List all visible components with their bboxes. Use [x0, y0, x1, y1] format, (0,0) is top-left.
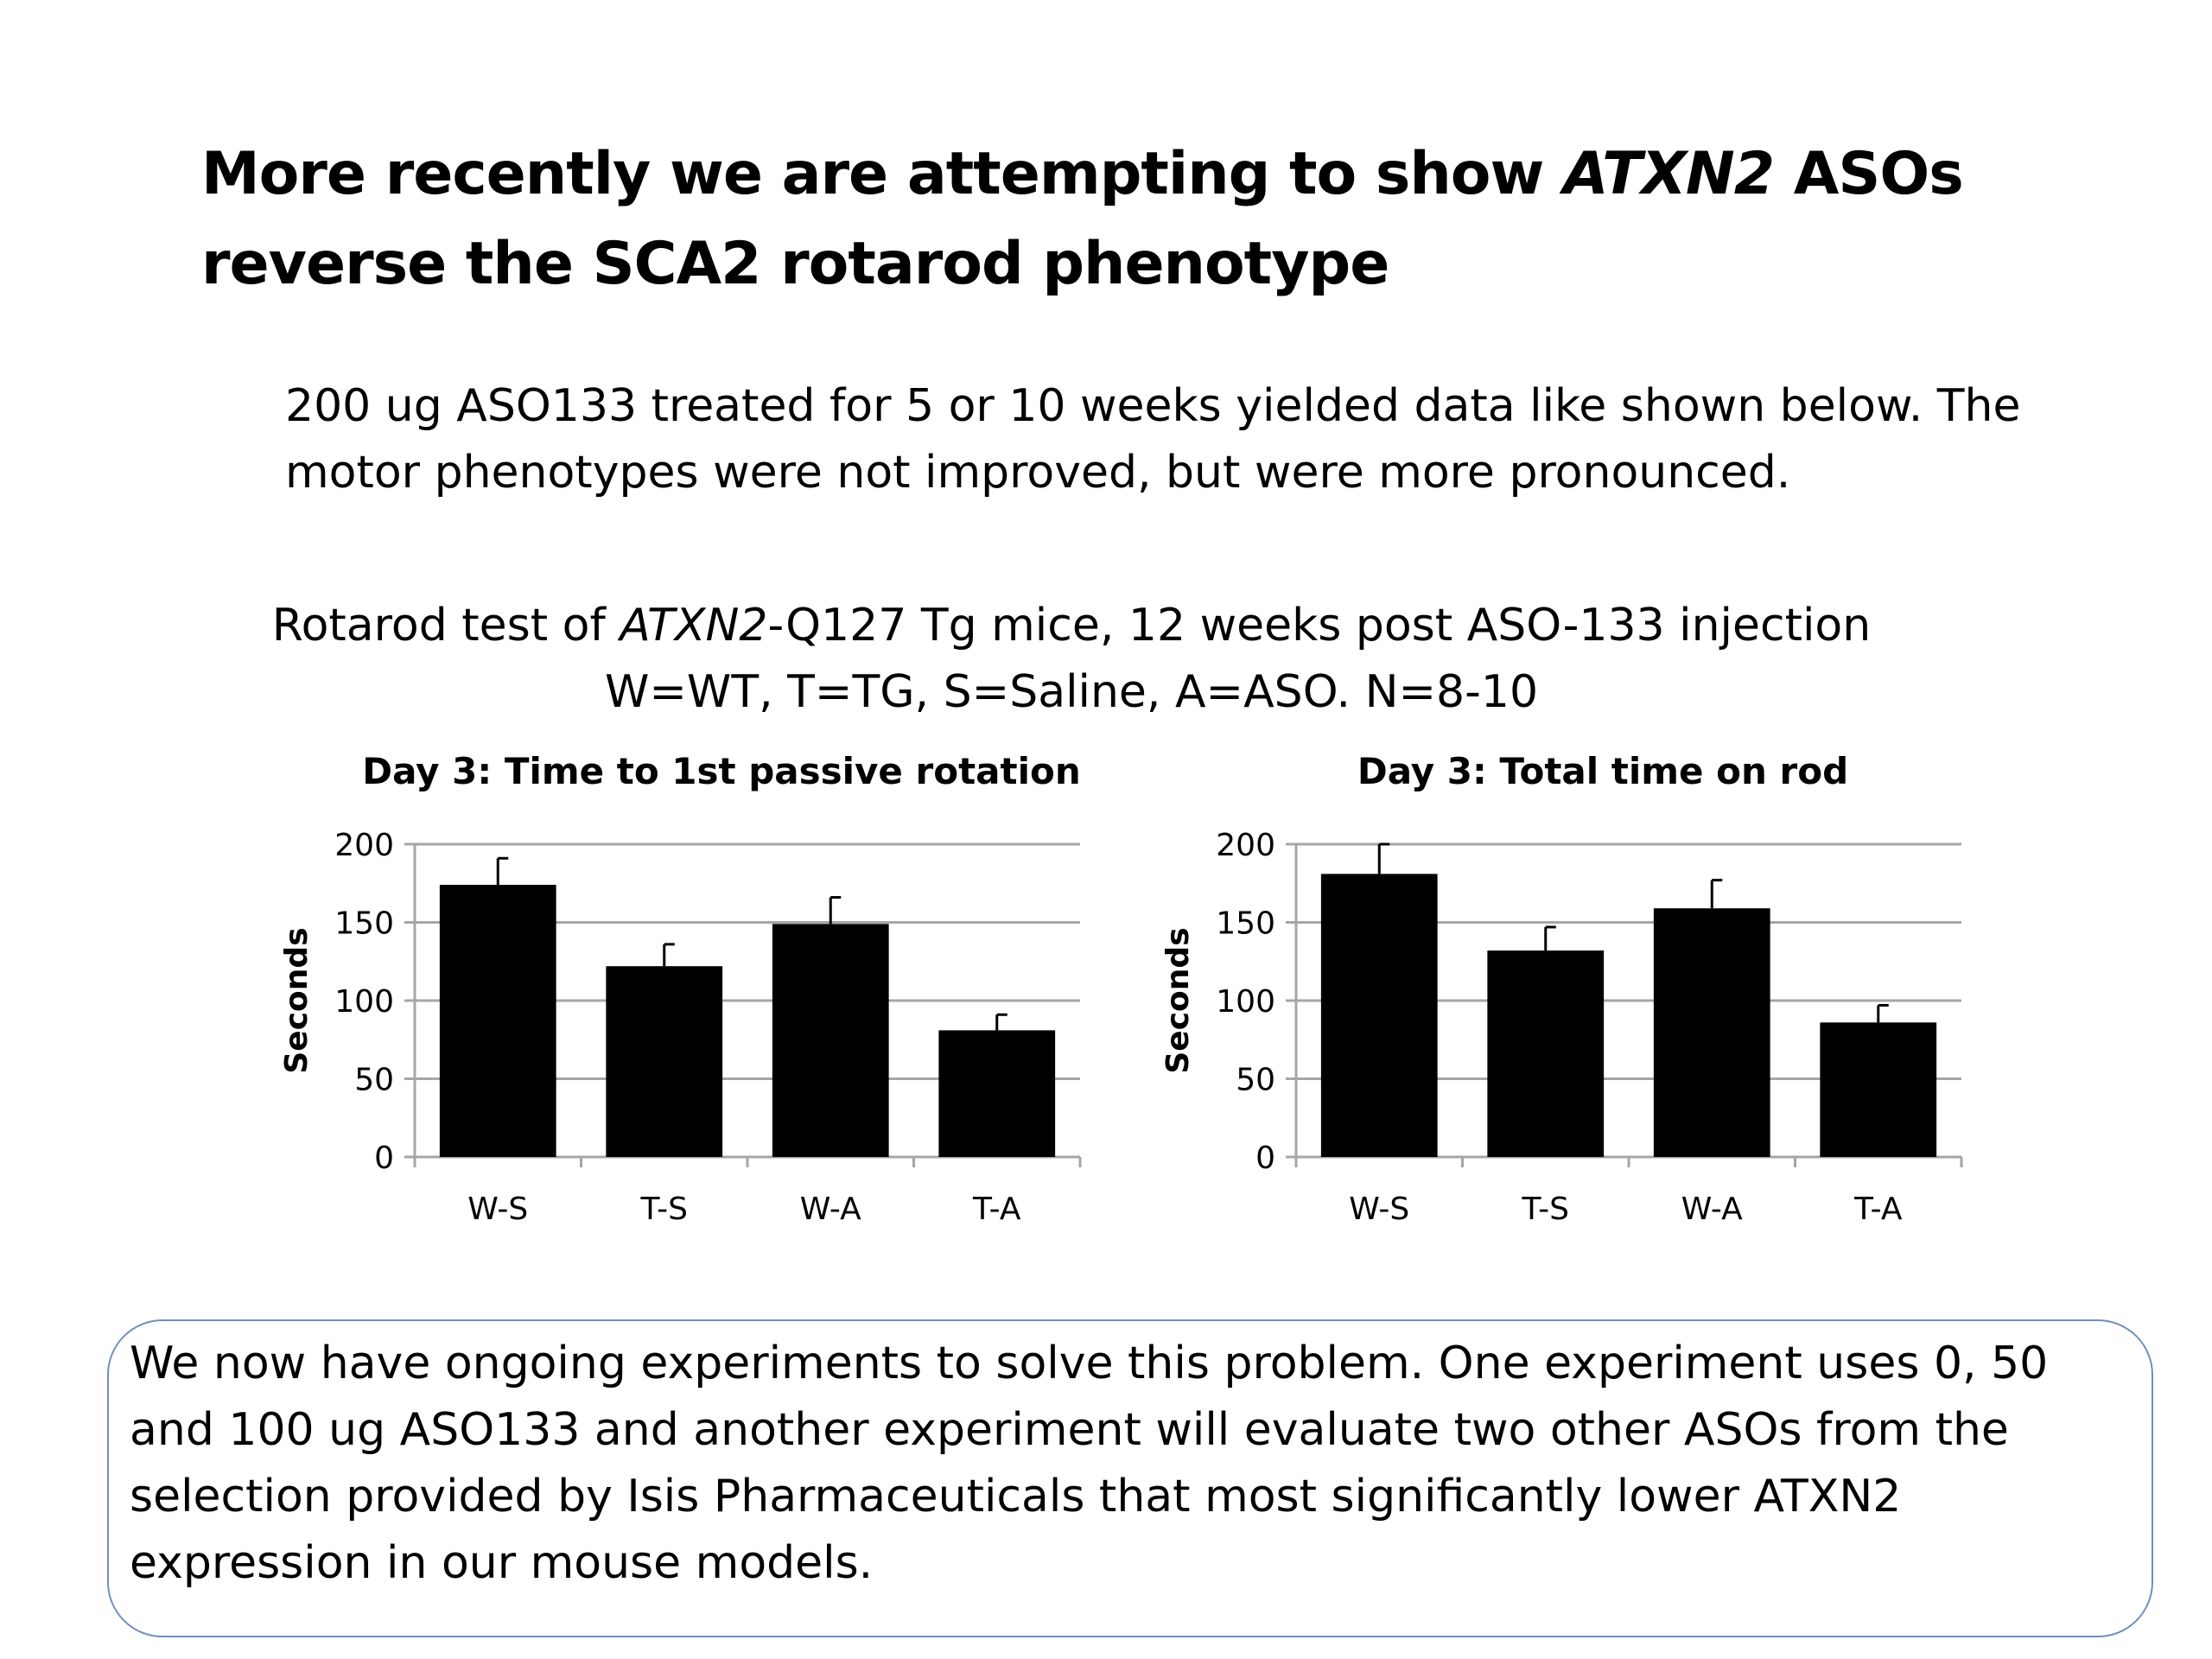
body-paragraph: 200 ug ASO133 treated for 5 or 10 weeks … [285, 373, 2100, 506]
note-box [107, 1319, 2153, 1637]
bar-t-s [606, 966, 723, 1157]
note-text: We now have ongoing experiments to solve… [130, 1331, 2117, 1597]
note-line-1: We now have ongoing experiments to solve… [130, 1338, 2049, 1389]
note-line-3: selection provided by Isis Pharmaceutica… [130, 1471, 1902, 1522]
note-line-4: expression in our mouse models. [130, 1537, 874, 1589]
x-tick-label: T-A [1853, 1192, 1903, 1227]
bar-w-s [439, 885, 556, 1157]
y-tick-label: 50 [1236, 1063, 1275, 1098]
bar-w-s [1320, 874, 1438, 1157]
chart-time-to-passive-rotation: Day 3: Time to 1st passive rotation 0 50 10… [259, 739, 1210, 1257]
slide-title: More recently we are attempting to show … [201, 130, 2059, 309]
y-tick-label: 0 [374, 1141, 394, 1176]
title-line-2: reverse the SCA2 rotarod phenotype [201, 230, 1389, 298]
y-axis-label: Seconds [1160, 927, 1196, 1073]
x-tick-label: W-S [467, 1192, 528, 1227]
caption-text: Rotarod test of [271, 600, 620, 652]
bar-t-s [1487, 950, 1605, 1157]
y-tick-label: 0 [1255, 1141, 1275, 1176]
y-axis-label: Seconds [279, 927, 315, 1073]
x-tick-label: T-S [1521, 1192, 1569, 1227]
chart-title: Day 3: Time to 1st passive rotation [362, 750, 1080, 792]
x-tick-label: W-A [1681, 1192, 1743, 1227]
title-gene-name: ATXN2 [1562, 140, 1775, 208]
y-tick-label: 150 [334, 906, 394, 942]
bar-w-a [1653, 908, 1770, 1157]
y-tick-label: 50 [354, 1063, 394, 1098]
x-tick-label: W-S [1349, 1192, 1409, 1227]
x-tick-label: T-S [639, 1192, 688, 1227]
bar-w-a [772, 924, 889, 1157]
figure-caption: Rotarod test of ATXN2-Q127 Tg mice, 12 w… [225, 593, 1918, 726]
note-line-2: and 100 ug ASO133 and another experiment… [130, 1404, 2009, 1456]
y-tick-label: 100 [334, 984, 394, 1020]
caption-gene-name: ATXN2 [620, 600, 768, 652]
y-tick-label: 100 [1216, 984, 1275, 1020]
x-tick-label: T-A [972, 1192, 1021, 1227]
bar-t-a [938, 1030, 1056, 1157]
body-line-2: motor phenotypes were not improved, but … [285, 447, 1791, 499]
caption-text: -Q127 Tg mice, 12 weeks post ASO-133 inj… [767, 600, 1872, 652]
y-tick-label: 200 [1216, 828, 1275, 863]
chart-svg: Day 3: Time to 1st passive rotation 0 50 10… [279, 750, 1082, 1227]
title-line-1: More recently we are attempting to show … [201, 130, 2059, 219]
x-tick-label: W-A [800, 1192, 861, 1227]
caption-line-2: W=WT, T=TG, S=Saline, A=ASO. N=8-10 [604, 666, 1539, 718]
title-text: ASOs [1774, 140, 1964, 208]
chart-svg: Day 3: Total time on rod 0 50 100 150 200 Seco… [1160, 750, 1963, 1227]
body-line-1: 200 ug ASO133 treated for 5 or 10 weeks … [285, 380, 2021, 432]
chart-total-time-on-rod: Day 3: Total time on rod 0 50 100 150 200 Seco… [1141, 739, 2091, 1257]
bar-t-a [1820, 1022, 1937, 1157]
caption-line-1: Rotarod test of ATXN2-Q127 Tg mice, 12 w… [225, 593, 1918, 659]
title-text: More recently we are attempting to show [201, 140, 1563, 208]
y-tick-label: 150 [1216, 906, 1275, 942]
y-tick-label: 200 [334, 828, 394, 863]
chart-title: Day 3: Total time on rod [1357, 750, 1848, 792]
